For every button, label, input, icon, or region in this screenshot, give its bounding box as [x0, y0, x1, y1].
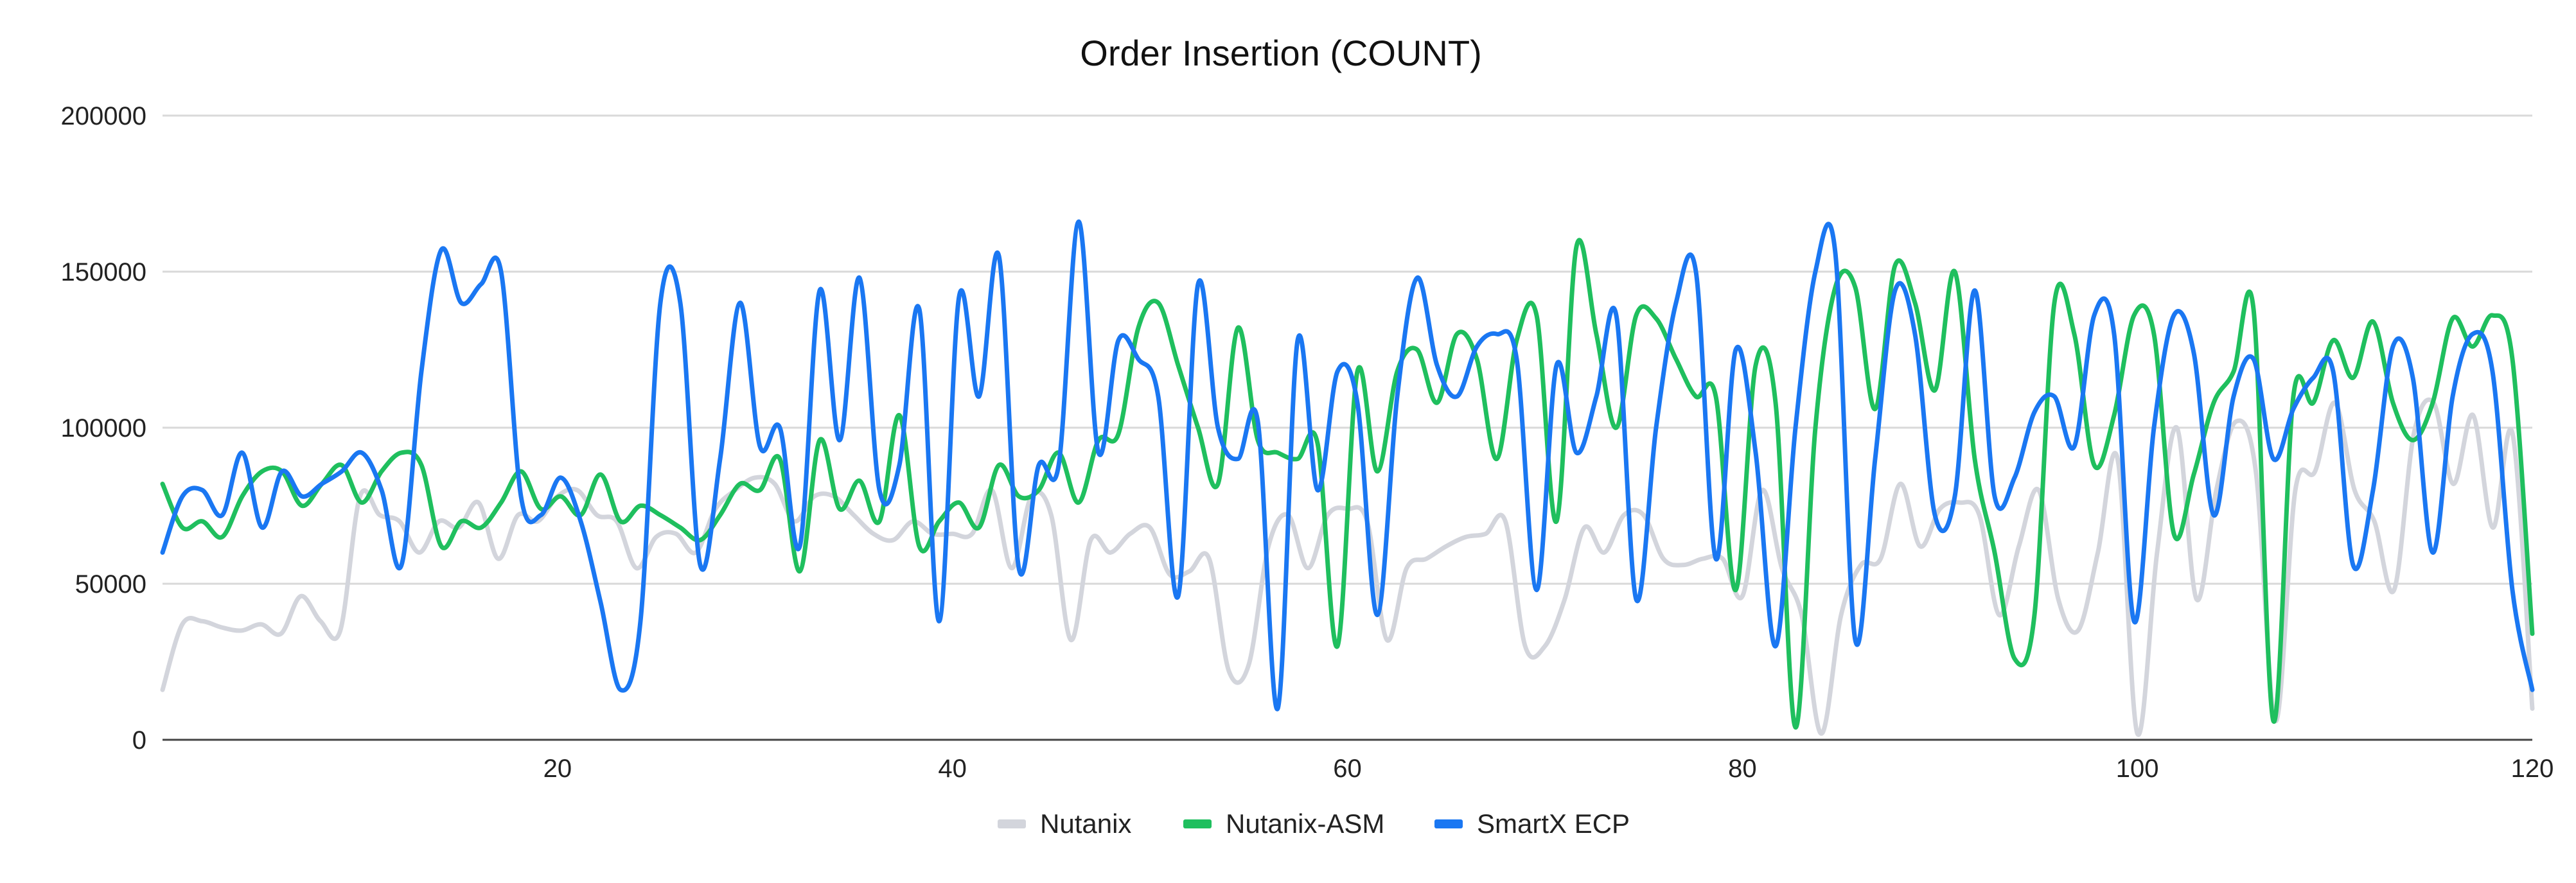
x-tick-labels: 20 40 60 80 100 120 — [543, 755, 2554, 783]
legend-item[interactable]: Nutanix — [998, 809, 1131, 839]
legend-label: Nutanix — [1040, 809, 1131, 839]
y-tick-label: 0 — [132, 726, 146, 755]
y-tick-label: 150000 — [61, 258, 146, 286]
legend-swatch — [1183, 819, 1212, 828]
series-line-smartx-ecp — [160, 219, 2535, 712]
legend-label: SmartX ECP — [1477, 809, 1630, 839]
legend-item[interactable]: SmartX ECP — [1434, 809, 1630, 839]
chart-title: Order Insertion (COUNT) — [1080, 33, 1481, 73]
y-tick-labels: 0 50000 100000 150000 200000 — [61, 102, 146, 755]
x-tick-label: 120 — [2511, 755, 2554, 783]
legend-swatch — [1434, 819, 1463, 828]
legend-swatch — [998, 819, 1026, 828]
y-tick-label: 200000 — [61, 102, 146, 130]
series-lines — [160, 219, 2535, 737]
x-tick-label: 80 — [1728, 755, 1757, 783]
series-line-nutanix — [160, 398, 2535, 737]
series-line-nutanix-asm — [160, 238, 2535, 730]
legend: Nutanix Nutanix-ASM SmartX ECP — [998, 809, 1630, 839]
x-tick-label: 100 — [2116, 755, 2159, 783]
y-tick-label: 100000 — [61, 414, 146, 442]
x-tick-label: 40 — [938, 755, 967, 783]
y-tick-label: 50000 — [75, 570, 146, 599]
legend-item[interactable]: Nutanix-ASM — [1183, 809, 1384, 839]
x-tick-label: 60 — [1333, 755, 1362, 783]
legend-label: Nutanix-ASM — [1226, 809, 1384, 839]
gridlines — [163, 114, 2532, 741]
x-tick-label: 20 — [543, 755, 572, 783]
